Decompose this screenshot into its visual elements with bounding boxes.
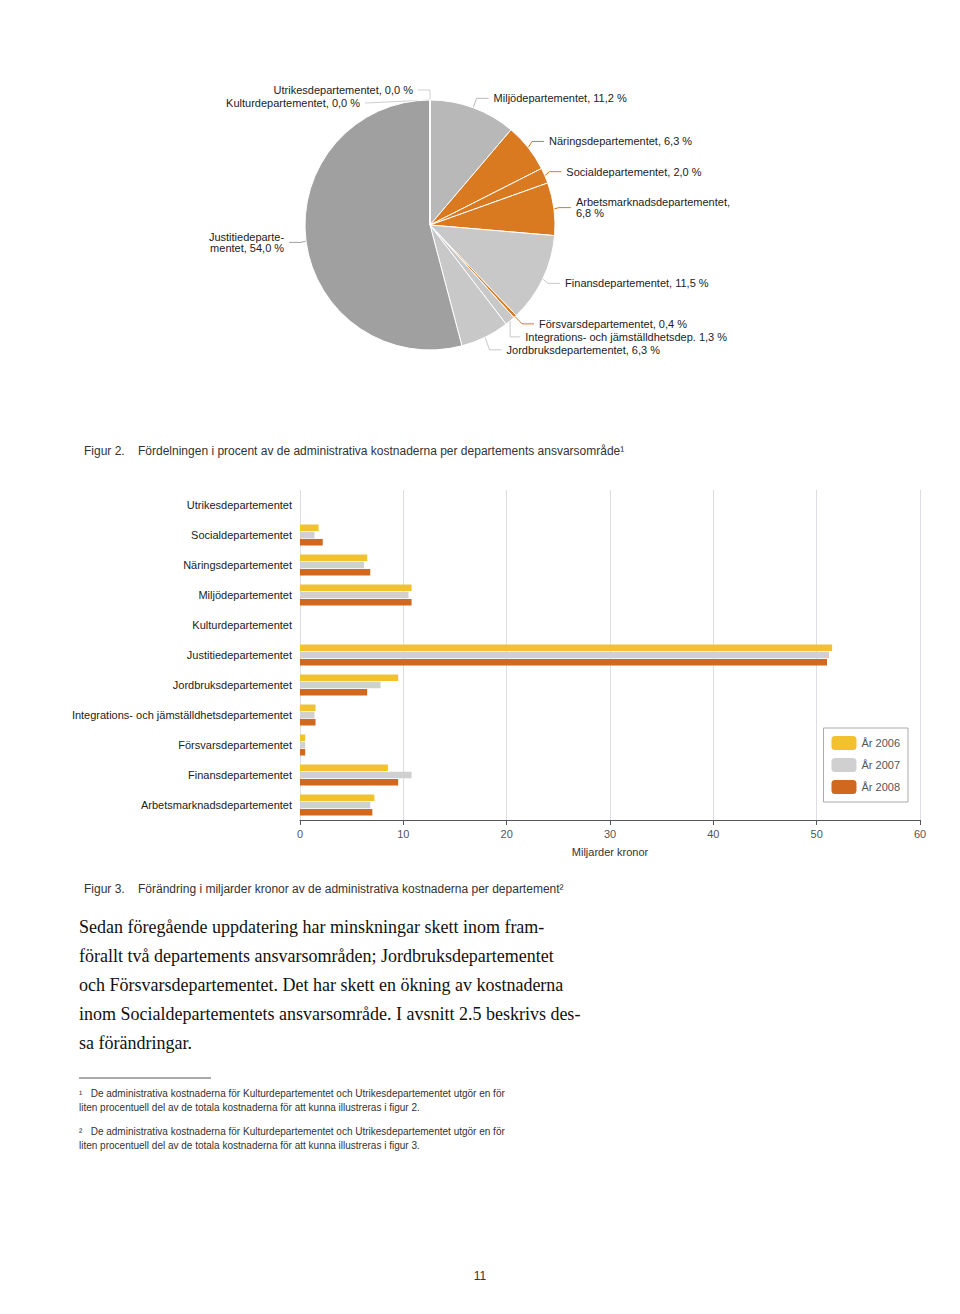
- svg-text:30: 30: [604, 828, 616, 840]
- svg-text:Arbetsmarknadsdepartementet,: Arbetsmarknadsdepartementet,: [575, 196, 730, 209]
- svg-text:10: 10: [397, 828, 409, 840]
- svg-text:Justitiedeparte-: Justitiedeparte-: [208, 230, 285, 243]
- svg-text:Jordbruksdepartementet: Jordbruksdepartementet: [173, 679, 292, 691]
- svg-text:11: 11: [474, 1269, 487, 1283]
- svg-text:År 2007: År 2007: [861, 759, 900, 771]
- svg-text:² De administrativa kostnade: ² De administrativa kostnaderna för Kult…: [79, 1126, 505, 1137]
- svg-text:sa förändringar.: sa förändringar.: [79, 1033, 192, 1053]
- svg-text:Integrations- och jämställdhet: Integrations- och jämställdhetsdep. 1,3 …: [525, 331, 727, 343]
- svg-text:liten procentuell del av de to: liten procentuell del av de totala kostn…: [79, 1102, 420, 1113]
- svg-text:¹ De administrativa kostnade: ¹ De administrativa kostnaderna för Kult…: [79, 1088, 505, 1099]
- svg-text:Näringsdepartementet: Näringsdepartementet: [183, 559, 292, 571]
- svg-text:60: 60: [914, 828, 926, 840]
- svg-text:och Försvarsdepartementet. Det: och Försvarsdepartementet. Det har skett…: [79, 975, 563, 995]
- svg-text:förallt två departements ansva: förallt två departements ansvarsområden;…: [79, 946, 554, 966]
- svg-text:Kulturdepartementet, 0,0 %: Kulturdepartementet, 0,0 %: [226, 97, 360, 109]
- svg-text:Miljarder kronor: Miljarder kronor: [572, 846, 649, 858]
- svg-text:6,8 %: 6,8 %: [576, 207, 604, 219]
- svg-text:liten procentuell del av de to: liten procentuell del av de totala kostn…: [79, 1140, 420, 1151]
- svg-text:Figur 3. Förändring i milja: Figur 3. Förändring i miljarder kronor a…: [84, 882, 564, 896]
- svg-text:Arbetsmarknadsdepartementet: Arbetsmarknadsdepartementet: [141, 799, 292, 811]
- svg-text:Finansdepartementet: Finansdepartementet: [188, 769, 292, 781]
- svg-text:Jordbruksdepartementet, 6,3 %: Jordbruksdepartementet, 6,3 %: [507, 344, 661, 356]
- svg-text:Socialdepartementet: Socialdepartementet: [191, 529, 292, 541]
- svg-text:År 2006: År 2006: [861, 737, 900, 749]
- svg-text:Figur 2. Fördelningen i pro: Figur 2. Fördelningen i procent av de ad…: [84, 444, 624, 458]
- svg-text:Finansdepartementet, 11,5 %: Finansdepartementet, 11,5 %: [565, 277, 709, 289]
- svg-text:Justitiedepartementet: Justitiedepartementet: [187, 649, 292, 661]
- svg-text:0: 0: [297, 828, 303, 840]
- svg-text:50: 50: [811, 828, 823, 840]
- svg-text:mentet, 54,0 %: mentet, 54,0 %: [210, 242, 284, 254]
- svg-text:inom Socialdepartementets ansv: inom Socialdepartementets ansvarsområde.…: [79, 1004, 580, 1024]
- svg-text:Sedan föregående uppdatering h: Sedan föregående uppdatering har minskni…: [79, 917, 544, 937]
- svg-text:Försvarsdepartementet: Försvarsdepartementet: [178, 739, 292, 751]
- svg-text:Utrikesdepartementet, 0,0 %: Utrikesdepartementet, 0,0 %: [274, 84, 414, 96]
- svg-text:Näringsdepartementet, 6,3 %: Näringsdepartementet, 6,3 %: [549, 135, 692, 147]
- svg-text:Kulturdepartementet: Kulturdepartementet: [192, 619, 292, 631]
- svg-text:40: 40: [707, 828, 719, 840]
- svg-text:Integrations- och jämställdhet: Integrations- och jämställdhetsdeparteme…: [72, 709, 292, 721]
- svg-text:Utrikesdepartementet: Utrikesdepartementet: [187, 499, 292, 511]
- svg-text:Socialdepartementet, 2,0 %: Socialdepartementet, 2,0 %: [566, 166, 701, 178]
- svg-text:Miljödepartementet, 11,2 %: Miljödepartementet, 11,2 %: [494, 92, 627, 104]
- svg-text:20: 20: [501, 828, 513, 840]
- svg-text:År 2008: År 2008: [861, 781, 900, 793]
- svg-text:Försvarsdepartementet, 0,4 %: Försvarsdepartementet, 0,4 %: [539, 318, 687, 330]
- svg-text:Miljödepartementet: Miljödepartementet: [198, 589, 292, 601]
